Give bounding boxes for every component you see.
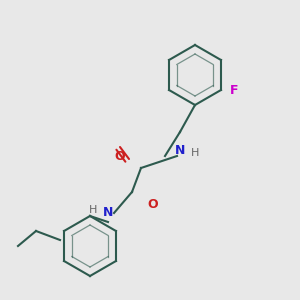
Text: N: N — [175, 143, 185, 157]
Text: F: F — [230, 83, 238, 97]
Text: N: N — [103, 206, 113, 220]
Text: H: H — [89, 205, 97, 215]
Text: H: H — [191, 148, 199, 158]
Text: O: O — [148, 197, 158, 211]
Text: O: O — [115, 149, 125, 163]
